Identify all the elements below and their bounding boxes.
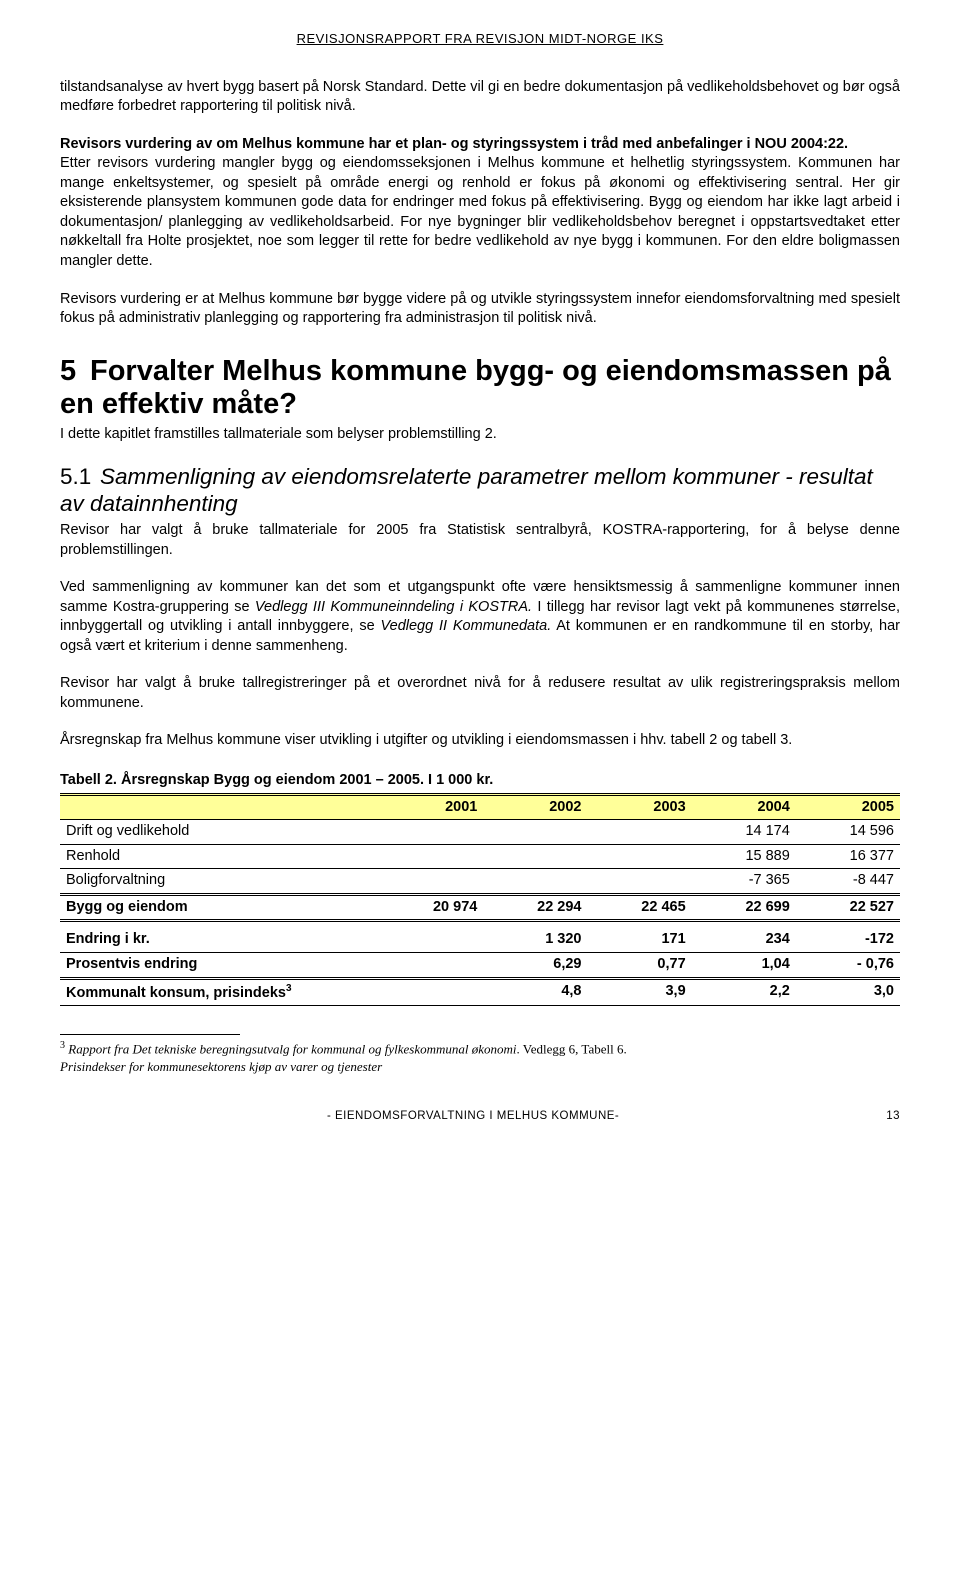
footnote-number: 3 <box>60 1040 65 1051</box>
cell <box>379 869 483 895</box>
col-2005: 2005 <box>796 794 900 820</box>
paragraph-2-body: Etter revisors vurdering mangler bygg og… <box>60 155 900 269</box>
footnote-3: 3 Rapport fra Det tekniske beregningsutv… <box>60 1039 900 1075</box>
cell <box>379 978 483 1005</box>
footer-page-number: 13 <box>886 1109 900 1125</box>
cell: 22 465 <box>588 894 692 921</box>
footnote-separator <box>60 1034 240 1035</box>
p5-ref-1: Vedlegg III Kommuneinndeling i KOSTRA. <box>255 599 532 615</box>
section-5-intro: I dette kapitlet framstilles tallmateria… <box>60 425 900 445</box>
cell <box>379 952 483 978</box>
section-5-heading: 5Forvalter Melhus kommune bygg- og eiend… <box>60 355 900 422</box>
col-2004: 2004 <box>692 794 796 820</box>
cell <box>483 820 587 845</box>
cell-konsum-label: Kommunalt konsum, prisindeks3 <box>60 978 379 1005</box>
col-2001: 2001 <box>379 794 483 820</box>
cell: 0,77 <box>588 952 692 978</box>
cell <box>483 844 587 869</box>
cell: Boligforvaltning <box>60 869 379 895</box>
cell: 22 699 <box>692 894 796 921</box>
cell: -172 <box>796 921 900 953</box>
cell: 22 294 <box>483 894 587 921</box>
cell <box>483 869 587 895</box>
cell: 6,29 <box>483 952 587 978</box>
cell <box>588 869 692 895</box>
assessor-bold: Revisors vurdering av om Melhus kommune … <box>60 136 848 152</box>
cell: 3,9 <box>588 978 692 1005</box>
row-sum: Bygg og eiendom 20 974 22 294 22 465 22 … <box>60 894 900 921</box>
cell: 3,0 <box>796 978 900 1005</box>
footer-text: - EIENDOMSFORVALTNING I MELHUS KOMMUNE- <box>327 1110 619 1122</box>
subsection-5-1-title: Sammenligning av eiendomsrelaterte param… <box>60 464 873 516</box>
footnote-italic: Rapport fra Det tekniske beregningsutval… <box>68 1041 516 1056</box>
cell <box>379 844 483 869</box>
row-konsum: Kommunalt konsum, prisindeks3 4,8 3,9 2,… <box>60 978 900 1005</box>
cell: 1,04 <box>692 952 796 978</box>
cell: Prosentvis endring <box>60 952 379 978</box>
row-drift: Drift og vedlikehold 14 174 14 596 <box>60 820 900 845</box>
footnote-tail: . Vedlegg 6, Tabell 6. <box>517 1041 627 1056</box>
row-endring-pct: Prosentvis endring 6,29 0,77 1,04 - 0,76 <box>60 952 900 978</box>
paragraph-2: Revisors vurdering av om Melhus kommune … <box>60 135 900 272</box>
cell: 1 320 <box>483 921 587 953</box>
cell <box>588 844 692 869</box>
cell <box>379 820 483 845</box>
row-renhold: Renhold 15 889 16 377 <box>60 844 900 869</box>
subsection-5-1-heading: 5.1Sammenligning av eiendomsrelaterte pa… <box>60 463 900 517</box>
section-5-number: 5 <box>60 355 90 388</box>
row-endring-kr: Endring i kr. 1 320 171 234 -172 <box>60 921 900 953</box>
paragraph-6: Revisor har valgt å bruke tallregistreri… <box>60 674 900 713</box>
col-2003: 2003 <box>588 794 692 820</box>
section-5-title: Forvalter Melhus kommune bygg- og eiendo… <box>60 355 891 420</box>
cell: 20 974 <box>379 894 483 921</box>
cell: 15 889 <box>692 844 796 869</box>
paragraph-3: Revisors vurdering er at Melhus kommune … <box>60 290 900 329</box>
cell: 171 <box>588 921 692 953</box>
cell: Bygg og eiendom <box>60 894 379 921</box>
report-header: REVISJONSRAPPORT FRA REVISJON MIDT-NORGE… <box>60 30 900 48</box>
footnote-line2: Prisindekser for kommunesektorens kjøp a… <box>60 1059 382 1074</box>
paragraph-1: tilstandsanalyse av hvert bygg basert på… <box>60 78 900 117</box>
cell: Endring i kr. <box>60 921 379 953</box>
cell: Renhold <box>60 844 379 869</box>
cell: -8 447 <box>796 869 900 895</box>
table-2-caption: Tabell 2. Årsregnskap Bygg og eiendom 20… <box>60 771 900 791</box>
subsection-5-1-number: 5.1 <box>60 463 100 490</box>
paragraph-7: Årsregnskap fra Melhus kommune viser utv… <box>60 731 900 751</box>
p5-ref-2: Vedlegg II Kommunedata. <box>381 618 552 634</box>
cell: 4,8 <box>483 978 587 1005</box>
cell: 16 377 <box>796 844 900 869</box>
cell: 234 <box>692 921 796 953</box>
page-footer: - EIENDOMSFORVALTNING I MELHUS KOMMUNE- … <box>60 1109 900 1125</box>
table-header-row: 2001 2002 2003 2004 2005 <box>60 794 900 820</box>
cell: Drift og vedlikehold <box>60 820 379 845</box>
cell: 14 596 <box>796 820 900 845</box>
cell: 22 527 <box>796 894 900 921</box>
table-2: 2001 2002 2003 2004 2005 Drift og vedlik… <box>60 793 900 1006</box>
cell <box>588 820 692 845</box>
row-bolig: Boligforvaltning -7 365 -8 447 <box>60 869 900 895</box>
cell: -7 365 <box>692 869 796 895</box>
cell: 14 174 <box>692 820 796 845</box>
paragraph-4: Revisor har valgt å bruke tallmateriale … <box>60 521 900 560</box>
col-2002: 2002 <box>483 794 587 820</box>
cell <box>379 921 483 953</box>
cell: 2,2 <box>692 978 796 1005</box>
cell: - 0,76 <box>796 952 900 978</box>
paragraph-5: Ved sammenligning av kommuner kan det so… <box>60 578 900 656</box>
